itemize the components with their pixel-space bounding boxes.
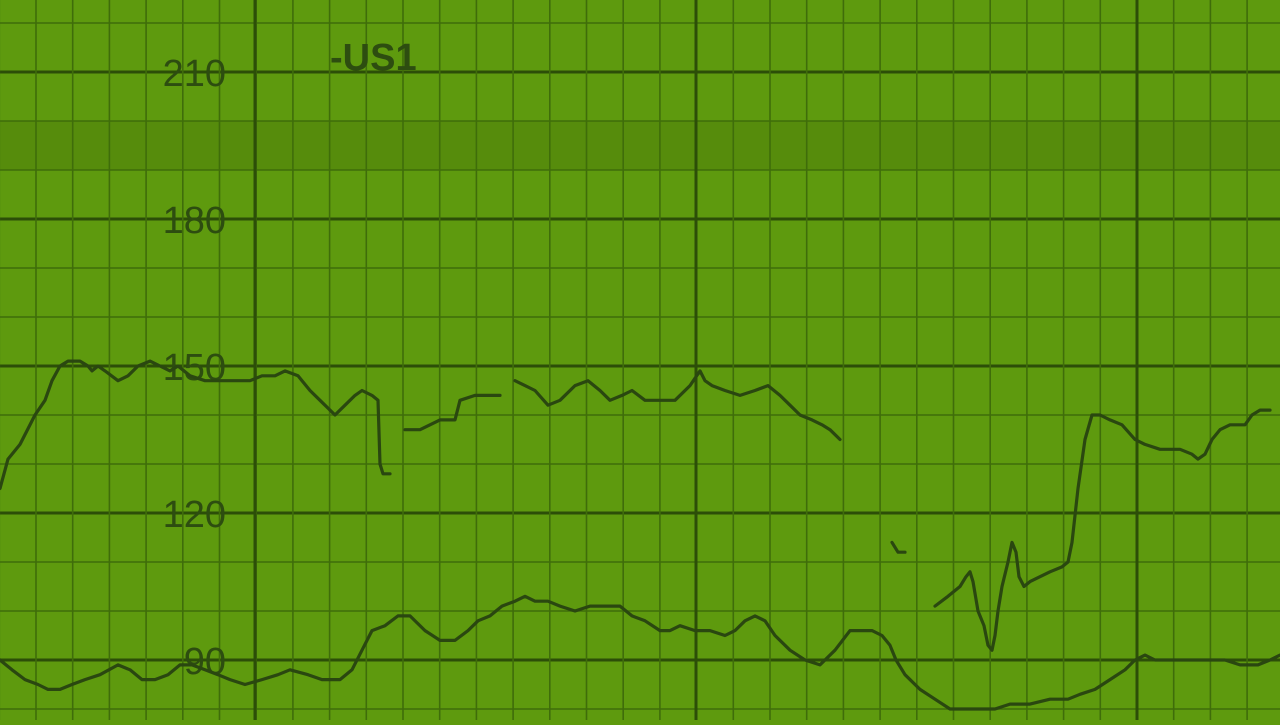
traces [0, 359, 1280, 711]
fhr-trace-segment [0, 359, 392, 491]
second-trace-segment [0, 594, 1280, 711]
y-tick-label: 120 [163, 494, 226, 536]
fhr-trace-segment [403, 393, 502, 432]
fhr-trace-segment [933, 408, 1272, 652]
y-tick-label: 210 [163, 53, 226, 95]
channel-label: -US1 [330, 37, 417, 79]
fhr-trace-segment [513, 369, 842, 442]
fhr-trace-segment [890, 540, 907, 554]
shaded-band [0, 121, 1280, 170]
y-tick-label: 180 [163, 200, 226, 242]
